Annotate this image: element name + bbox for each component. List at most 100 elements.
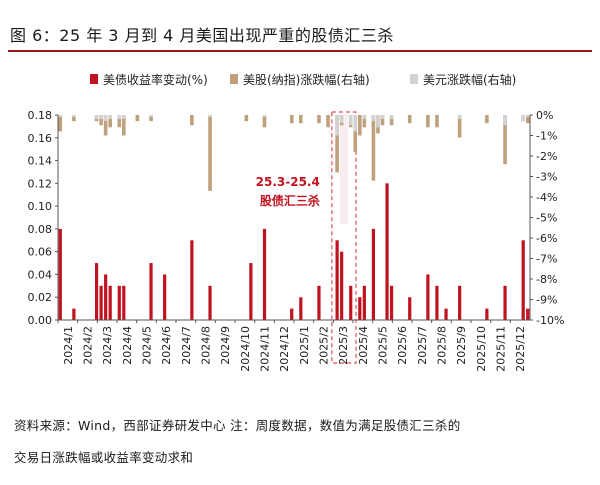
x-tick-label: 2025/4: [357, 326, 370, 365]
dollar-bar-w67: [362, 115, 367, 120]
dollar-bar-w9: [99, 115, 103, 120]
bond-yield-bar-w29: [190, 240, 194, 320]
figure-title: 图 6：25 年 3 月到 4 月美国出现严重的股债汇三杀: [10, 26, 394, 45]
right-tick-label: -3%: [536, 171, 557, 184]
bond-yield-bar-w66: [358, 297, 362, 320]
dollar-bar-w64: [348, 115, 353, 126]
right-tick-label: -7%: [536, 253, 557, 266]
equity-bar-w20: [149, 115, 153, 122]
x-tick-label: 2024/3: [101, 326, 114, 365]
bond-equity-dollar-chart: 美债收益率变动(%) 美股(纳指)涨跌幅(右轴) 美元涨跌幅(右轴) 25.3-25…: [28, 72, 565, 372]
dollar-bar-w8: [94, 115, 99, 120]
equity-bar-w9: [99, 115, 103, 126]
bond-yield-bar-w88: [458, 285, 462, 320]
left-tick-label: 0.18: [28, 109, 53, 122]
bond-yield-bar-w8: [94, 263, 99, 320]
left-tick-label: 0.12: [28, 177, 53, 190]
x-tick-label: 2025/9: [455, 326, 468, 365]
right-tick-label: -5%: [536, 212, 557, 225]
equity-bar-w10: [103, 115, 108, 136]
bond-yield-bar-w23: [163, 274, 167, 320]
bond-yield-bar-w64: [349, 285, 353, 320]
x-tick-label: 2024/11: [259, 326, 272, 372]
equity-bar-w14: [122, 115, 126, 136]
x-tick-label: 2024/9: [219, 326, 232, 365]
equity-bar-w94: [485, 115, 489, 124]
dollar-bar-w69: [371, 115, 376, 122]
right-tick-label: -6%: [536, 232, 557, 245]
right-tick-label: -8%: [536, 273, 557, 286]
bond-yield-bar-w103: [526, 308, 530, 320]
bond-yield-bar-w42: [249, 263, 253, 320]
left-tick-label: 0.02: [28, 291, 53, 304]
equity-bar-w83: [435, 115, 439, 128]
right-tick-label: -4%: [536, 191, 557, 204]
annotation-layer: 25.3-25.4 股债汇三杀: [256, 111, 357, 364]
x-tick-label: 2025/3: [337, 326, 350, 365]
bond-yield-bar-w3: [72, 308, 76, 320]
dollar-bar-w45: [262, 115, 267, 118]
highlight-box: [331, 111, 357, 364]
x-tick-label: 2025/5: [377, 326, 390, 365]
x-tick-label: 2025/6: [396, 326, 409, 365]
bond-yield-bar-w51: [290, 308, 294, 320]
x-tick-label: 2024/4: [121, 326, 134, 365]
bond-yield-bar-w10: [104, 274, 108, 320]
equity-bar-w98: [503, 115, 507, 165]
annotation-label: 股债汇三杀: [260, 193, 320, 208]
bond-yield-bar-w11: [108, 285, 112, 320]
left-tick-label: 0.16: [28, 132, 53, 145]
equity-bar-w57: [317, 115, 321, 124]
right-tick-label: 0%: [536, 109, 553, 122]
equity-bar-w11: [108, 115, 112, 128]
equity-bar-w45: [262, 115, 267, 128]
left-tick-label: 0.06: [28, 246, 53, 259]
dollar-bar-w33: [208, 115, 212, 118]
bond-yield-bar-w53: [299, 297, 303, 320]
dollar-bar-w3: [72, 115, 76, 118]
annotation-range: 25.3-25.4: [256, 175, 320, 189]
dollar-bar-w20: [149, 115, 153, 118]
left-tick-label: 0.14: [28, 155, 53, 168]
highlight-shade: [339, 114, 348, 224]
bars-layer: [58, 115, 530, 320]
equity-bar-w3: [72, 115, 76, 122]
bond-yield-bar-w94: [485, 308, 489, 320]
dollar-bar-w98: [503, 115, 507, 126]
dollar-bar-w65: [353, 115, 358, 132]
equity-bar-w69: [371, 115, 376, 181]
dollar-bar-w61: [335, 115, 339, 136]
bond-yield-bar-w98: [503, 285, 507, 320]
legend-label-2: 美股(纳指)涨跌幅(右轴): [243, 72, 370, 87]
dollar-bar-w88: [457, 115, 462, 120]
bond-yield-bar-w45: [262, 228, 267, 320]
bond-yield-bar-w69: [371, 228, 376, 320]
legend-label-3: 美元涨跌幅(右轴): [423, 72, 516, 87]
x-tick-label: 2024/1: [62, 326, 75, 365]
equity-bar-w17: [135, 115, 140, 122]
dollar-bar-w14: [122, 115, 126, 120]
x-tick-label: 2024/5: [141, 326, 154, 365]
bond-yield-bar-w13: [117, 285, 121, 320]
equity-bar-w67: [362, 115, 367, 128]
bond-yield-bar-w72: [385, 183, 389, 320]
x-tick-label: 2024/8: [200, 326, 213, 365]
bond-yield-bar-w85: [444, 308, 448, 320]
left-tick-label: 0.10: [28, 200, 53, 213]
bond-yield-bar-w102: [521, 240, 525, 320]
dollar-bar-w103: [525, 115, 530, 118]
equity-bar-w103: [525, 115, 530, 124]
bond-yield-bar-w83: [435, 285, 439, 320]
bond-yield-bar-w9: [99, 285, 103, 320]
equity-bar-w13: [117, 115, 122, 128]
dollar-bar-w0: [58, 115, 63, 118]
equity-bar-w81: [426, 115, 430, 128]
x-tick-label: 2024/12: [278, 326, 291, 372]
legend-label-1: 美债收益率变动(%): [103, 72, 208, 87]
equity-bar-w53: [299, 115, 303, 124]
left-tick-label: 0.00: [28, 314, 53, 327]
dollar-bar-w10: [103, 115, 108, 122]
dollar-bar-w70: [376, 115, 380, 128]
x-tick-label: 2025/7: [416, 326, 429, 365]
right-tick-label: -9%: [536, 294, 557, 307]
